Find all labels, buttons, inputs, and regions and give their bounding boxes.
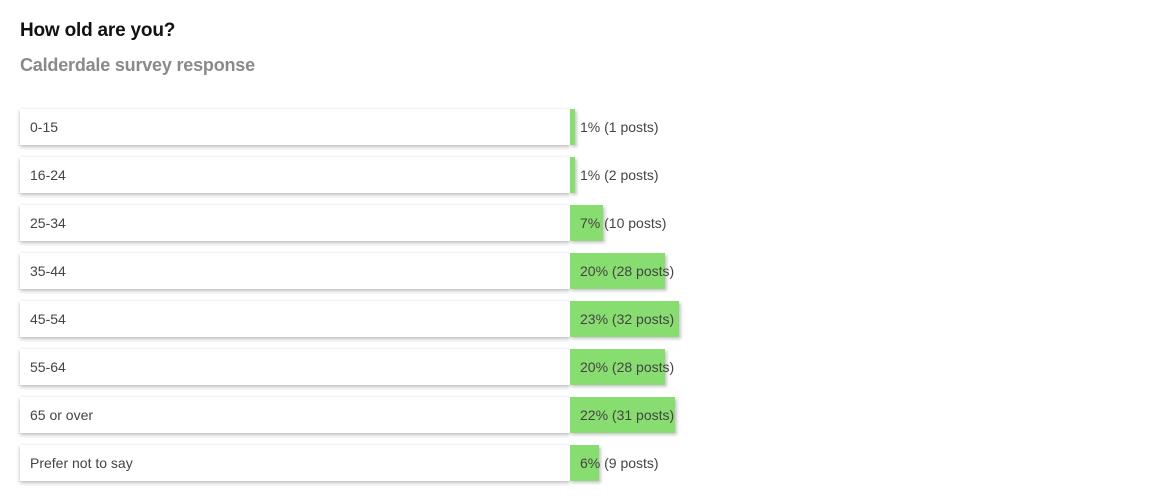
bar [570, 445, 599, 481]
value-label: 6% (9 posts) [580, 455, 659, 471]
category-label: 16-24 [20, 157, 570, 193]
category-label: 45-54 [20, 301, 570, 337]
category-label: 25-34 [20, 205, 570, 241]
value-label: 23% (32 posts) [580, 311, 675, 327]
chart-title: How old are you? [20, 20, 176, 41]
bar [570, 301, 680, 337]
bar-row: 25-34 7% (10 posts) [20, 205, 780, 241]
bar-chart: 0-15 1% (1 posts) 16-24 1% (2 posts) 25-34 7%… [20, 109, 780, 493]
value-label: 1% (2 posts) [580, 167, 659, 183]
bar-row: 16-24 1% (2 posts) [20, 157, 780, 193]
value-label: 20% (28 posts) [580, 359, 675, 375]
category-label: Prefer not to say [20, 445, 570, 481]
value-label: 7% (10 posts) [580, 215, 667, 231]
category-label: 35-44 [20, 253, 570, 289]
bar [570, 205, 604, 241]
chart-subtitle: Calderdale survey response [20, 55, 255, 75]
bar [570, 109, 575, 145]
bar [570, 349, 665, 385]
bar [570, 157, 575, 193]
bar-row: 45-54 23% (32 posts) [20, 301, 780, 337]
bar [570, 253, 665, 289]
bar [570, 397, 675, 433]
bar-row: Prefer not to say 6% (9 posts) [20, 445, 780, 481]
bar-row: 0-15 1% (1 posts) [20, 109, 780, 145]
bar-row: 65 or over 22% (31 posts) [20, 397, 780, 433]
value-label: 22% (31 posts) [580, 407, 675, 423]
value-label: 1% (1 posts) [580, 119, 659, 135]
category-label: 55-64 [20, 349, 570, 385]
bar-row: 55-64 20% (28 posts) [20, 349, 780, 385]
category-label: 65 or over [20, 397, 570, 433]
value-label: 20% (28 posts) [580, 263, 675, 279]
category-label: 0-15 [20, 109, 570, 145]
bar-row: 35-44 20% (28 posts) [20, 253, 780, 289]
